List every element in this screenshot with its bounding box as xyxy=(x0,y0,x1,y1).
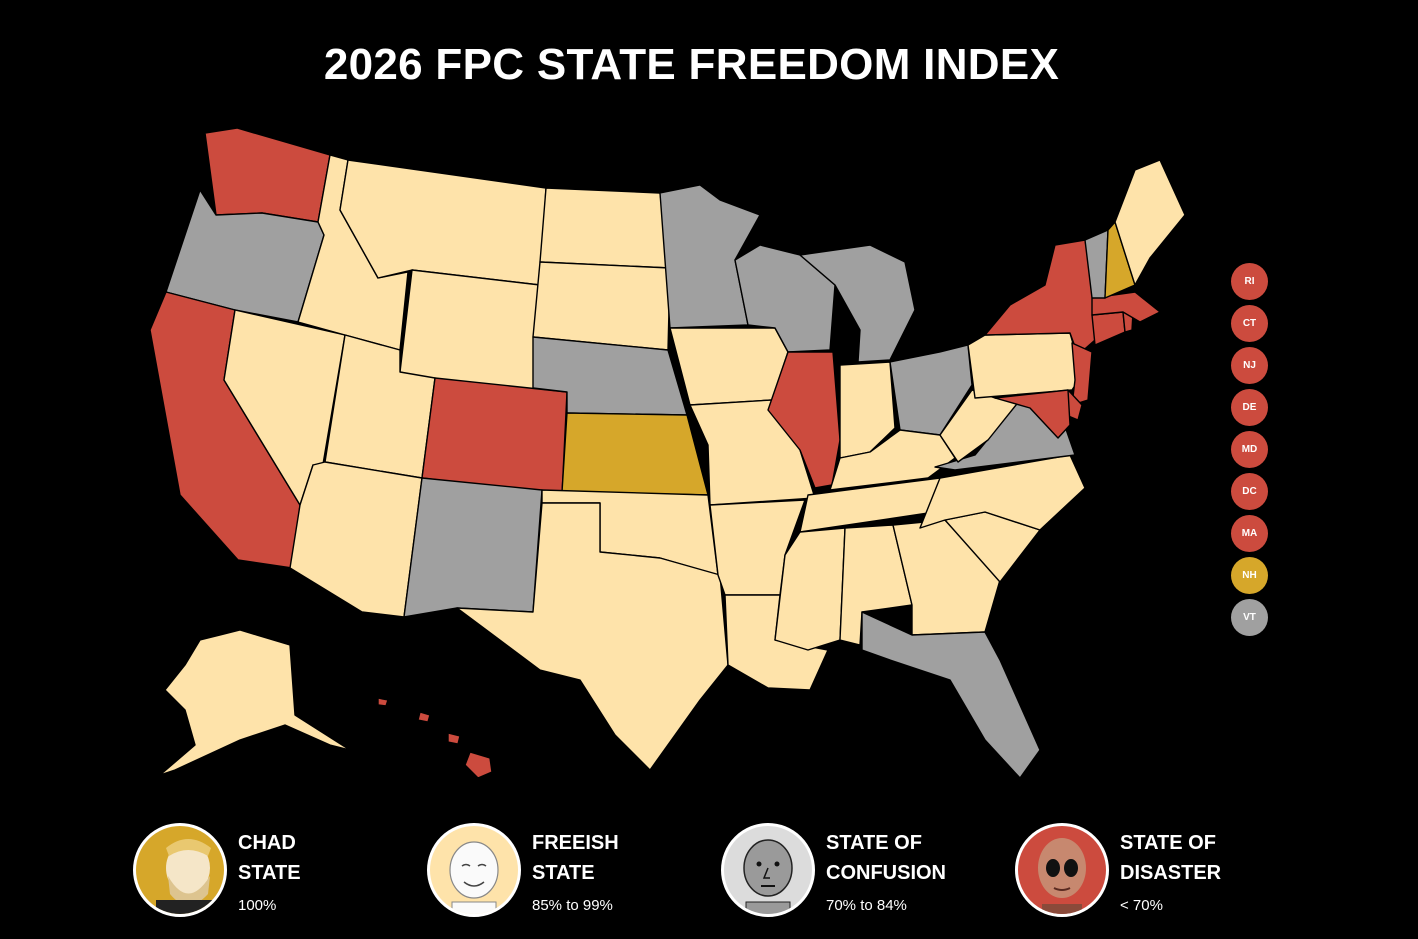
state-az[interactable] xyxy=(289,461,423,618)
legend-line2: STATE xyxy=(532,862,595,884)
legend-line1: FREEISH xyxy=(532,832,619,854)
state-mt[interactable] xyxy=(339,159,547,286)
state-bubble-ma[interactable]: MA xyxy=(1231,515,1268,552)
state-ma[interactable] xyxy=(1091,291,1161,323)
state-in[interactable] xyxy=(839,361,896,459)
state-nc[interactable] xyxy=(919,454,1086,531)
legend-item-confusion: STATE OF CONFUSION 70% to 84% xyxy=(721,823,1011,923)
legend-item-freeish: FREEISH STATE 85% to 99% xyxy=(427,823,717,923)
legend-item-disaster: STATE OF DISASTER < 70% xyxy=(1015,823,1305,923)
map-title: 2026 FPC STATE FREEDOM INDEX xyxy=(323,40,1060,89)
state-ia[interactable] xyxy=(669,327,789,406)
legend: CHAD STATE 100% FREEISH STATE 85% to 99% xyxy=(0,823,1418,923)
state-bubble-ct[interactable]: CT xyxy=(1231,305,1268,342)
wojak-avatar-icon xyxy=(427,823,521,917)
npc-avatar-icon xyxy=(721,823,815,917)
legend-line2: DISASTER xyxy=(1120,862,1222,884)
small-states-list: RI CT NJ DE MD DC MA NH VT xyxy=(1231,263,1268,641)
state-bubble-vt[interactable]: VT xyxy=(1231,599,1268,636)
state-wi[interactable] xyxy=(734,244,836,353)
state-fl[interactable] xyxy=(861,611,1041,779)
us-states-map xyxy=(149,127,1186,779)
state-bubble-nh[interactable]: NH xyxy=(1231,557,1268,594)
state-nj[interactable] xyxy=(1071,342,1093,406)
legend-line2: CONFUSION xyxy=(826,862,946,884)
legend-range: 85% to 99% xyxy=(532,897,613,914)
state-wa[interactable] xyxy=(204,127,331,223)
legend-item-chad: CHAD STATE 100% xyxy=(133,823,423,923)
state-bubble-nj[interactable]: NJ xyxy=(1231,347,1268,384)
legend-range: 70% to 84% xyxy=(826,897,907,914)
state-bubble-dc[interactable]: DC xyxy=(1231,473,1268,510)
state-bubble-md[interactable]: MD xyxy=(1231,431,1268,468)
state-sd[interactable] xyxy=(532,261,671,351)
state-tx[interactable] xyxy=(456,502,729,771)
state-nd[interactable] xyxy=(539,187,671,269)
state-co[interactable] xyxy=(421,377,568,496)
legend-range: 100% xyxy=(238,897,277,914)
state-bubble-de[interactable]: DE xyxy=(1231,389,1268,426)
legend-range: < 70% xyxy=(1120,897,1163,914)
legend-line1: STATE OF xyxy=(826,832,922,854)
legend-line1: STATE OF xyxy=(1120,832,1216,854)
state-hi[interactable] xyxy=(377,697,493,779)
state-md[interactable] xyxy=(994,389,1071,439)
chad-avatar-icon xyxy=(133,823,227,917)
skull-face-avatar-icon xyxy=(1015,823,1109,917)
state-ks[interactable] xyxy=(561,412,709,496)
state-bubble-ri[interactable]: RI xyxy=(1231,263,1268,300)
state-il[interactable] xyxy=(767,351,841,489)
state-nm[interactable] xyxy=(403,477,543,618)
legend-line2: STATE xyxy=(238,862,301,884)
state-pa[interactable] xyxy=(967,332,1083,399)
legend-line1: CHAD xyxy=(238,832,296,854)
state-mi[interactable] xyxy=(799,244,916,363)
state-me[interactable] xyxy=(1114,159,1186,286)
state-ct[interactable] xyxy=(1091,311,1126,346)
state-ak[interactable] xyxy=(159,629,351,776)
